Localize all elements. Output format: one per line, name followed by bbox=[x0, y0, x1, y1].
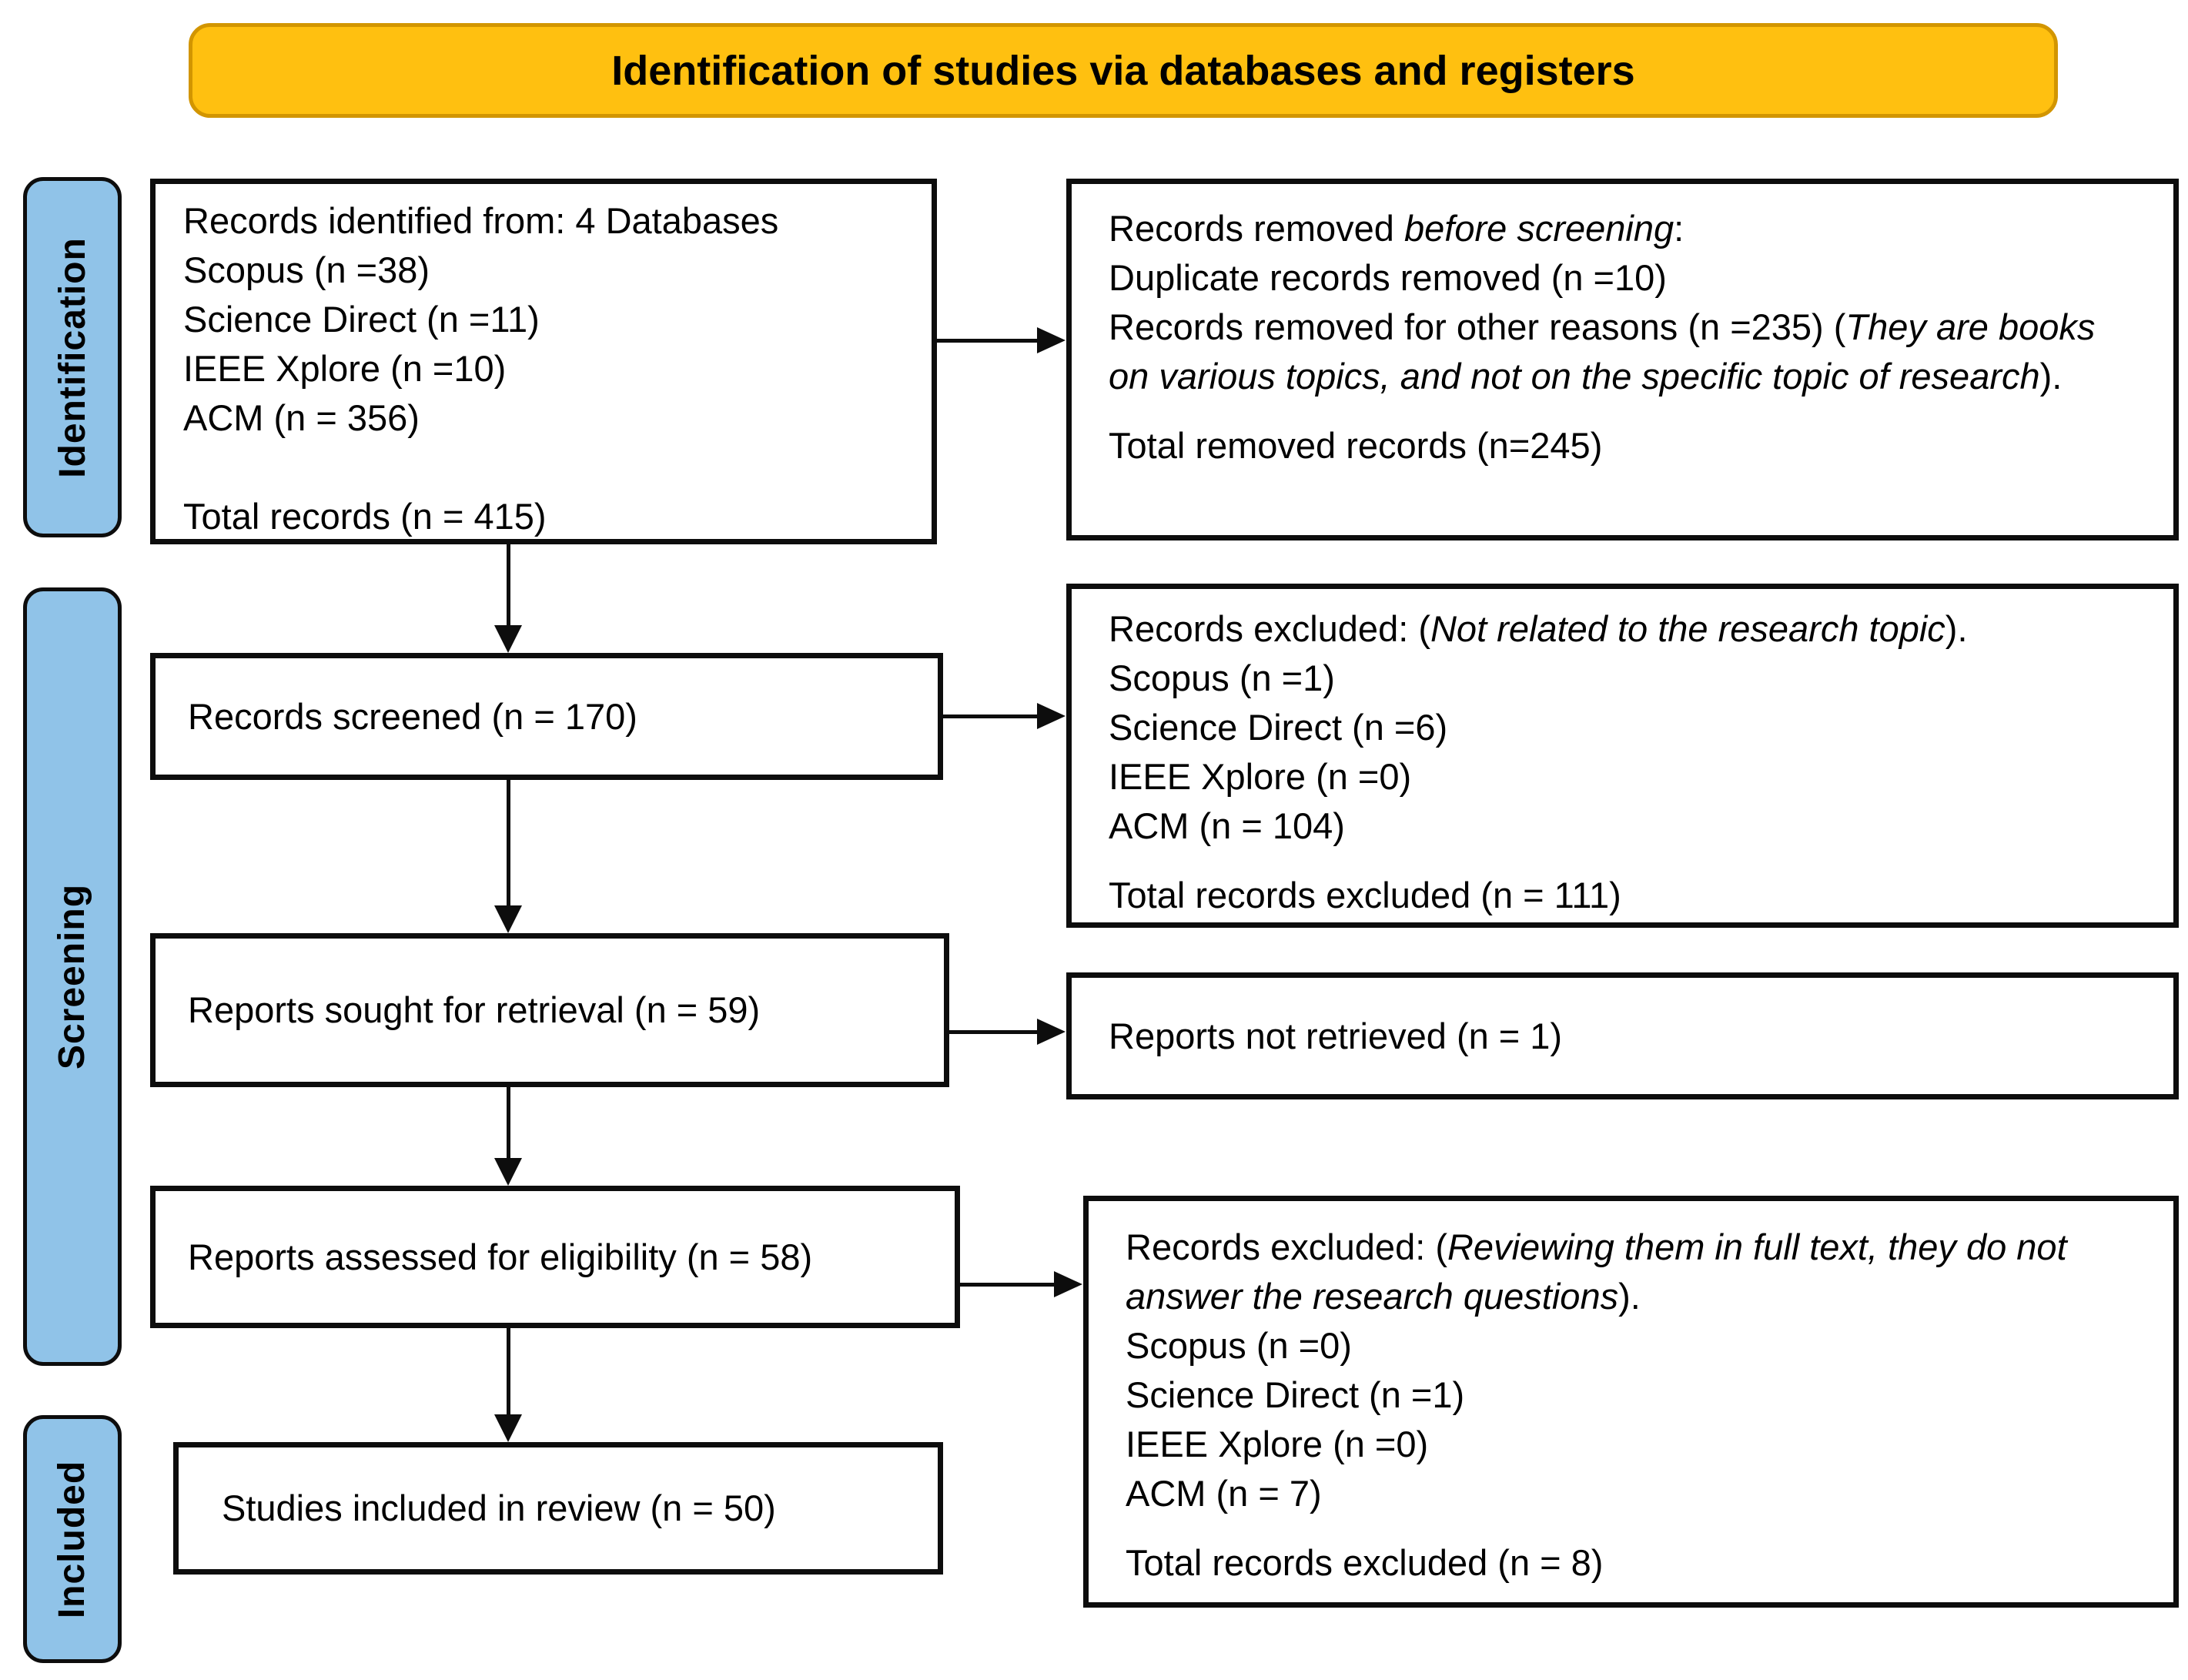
arrow-right-identified-to-removed-icon bbox=[937, 327, 1066, 353]
text-line: IEEE Xplore (n =0) bbox=[1109, 756, 1412, 797]
box-records-excluded-fulltext: Records excluded: (Reviewing them in ful… bbox=[1083, 1196, 2179, 1608]
text-line: Records excluded: (Reviewing them in ful… bbox=[1126, 1227, 2067, 1317]
text-line: Total removed records (n=245) bbox=[1109, 425, 1603, 466]
text-line: Scopus (n =38) bbox=[183, 249, 430, 290]
arrow-down-sought-to-assessed-icon bbox=[494, 1087, 522, 1186]
text-line: Science Direct (n =1) bbox=[1126, 1374, 1465, 1415]
text-line: Scopus (n =0) bbox=[1126, 1325, 1352, 1366]
box-reports-sought: Reports sought for retrieval (n = 59) bbox=[150, 933, 949, 1087]
stage-screening: Screening bbox=[23, 587, 122, 1366]
arrow-down-assessed-to-included-icon bbox=[494, 1328, 522, 1442]
text-line: IEEE Xplore (n =10) bbox=[183, 348, 507, 389]
arrow-right-assessed-to-excluded-icon bbox=[960, 1271, 1082, 1297]
box-reports-assessed: Reports assessed for eligibility (n = 58… bbox=[150, 1186, 960, 1328]
stage-identification-label: Identification bbox=[52, 236, 93, 478]
text-line: Duplicate records removed (n =10) bbox=[1109, 257, 1667, 298]
text-line: Total records excluded (n = 111) bbox=[1109, 875, 1621, 915]
text-line: Scopus (n =1) bbox=[1109, 658, 1335, 698]
text-line: Records screened (n = 170) bbox=[188, 695, 637, 737]
text-line: Science Direct (n =6) bbox=[1109, 707, 1448, 748]
text-line: Records identified from: 4 Databases bbox=[183, 200, 779, 241]
text-line: IEEE Xplore (n =0) bbox=[1126, 1424, 1429, 1464]
box-records-excluded-screening: Records excluded: (Not related to the re… bbox=[1066, 584, 2179, 928]
text-line: Records removed before screening: bbox=[1109, 208, 1684, 249]
text-line: ACM (n = 104) bbox=[1109, 805, 1345, 846]
banner-title: Identification of studies via databases … bbox=[611, 47, 1635, 94]
stage-identification: Identification bbox=[23, 177, 122, 537]
box-records-screened: Records screened (n = 170) bbox=[150, 653, 943, 780]
text-line: Reports not retrieved (n = 1) bbox=[1109, 1015, 1563, 1056]
text-line: Total records excluded (n = 8) bbox=[1126, 1542, 1604, 1583]
box-records-removed: Records removed before screening: Duplica… bbox=[1066, 179, 2179, 540]
text-line: Studies included in review (n = 50) bbox=[222, 1488, 776, 1528]
stage-included: Included bbox=[23, 1415, 122, 1663]
box-reports-not-retrieved: Reports not retrieved (n = 1) bbox=[1066, 972, 2179, 1099]
arrow-down-screened-to-sought-icon bbox=[494, 780, 522, 933]
text-line: Reports assessed for eligibility (n = 58… bbox=[188, 1236, 813, 1277]
text-line: Total records (n = 415) bbox=[183, 496, 547, 537]
text-line: ACM (n = 7) bbox=[1126, 1473, 1322, 1514]
arrow-right-sought-to-not-retrieved-icon bbox=[949, 1019, 1066, 1045]
box-studies-included: Studies included in review (n = 50) bbox=[173, 1442, 943, 1575]
text-line: Reports sought for retrieval (n = 59) bbox=[188, 989, 761, 1030]
text-line: ACM (n = 356) bbox=[183, 397, 420, 438]
title-banner: Identification of studies via databases … bbox=[189, 23, 2058, 118]
text-line: Records removed for other reasons (n =23… bbox=[1109, 306, 2096, 397]
text-line bbox=[183, 443, 904, 492]
text-line: Records excluded: (Not related to the re… bbox=[1109, 608, 1968, 649]
arrow-right-screened-to-excluded-icon bbox=[943, 703, 1066, 729]
stage-screening-label: Screening bbox=[52, 883, 93, 1070]
box-records-identified: Records identified from: 4 Databases Scop… bbox=[150, 179, 937, 544]
arrow-down-identified-to-screened-icon bbox=[494, 544, 522, 653]
stage-included-label: Included bbox=[52, 1460, 93, 1618]
text-line: Science Direct (n =11) bbox=[183, 299, 540, 340]
